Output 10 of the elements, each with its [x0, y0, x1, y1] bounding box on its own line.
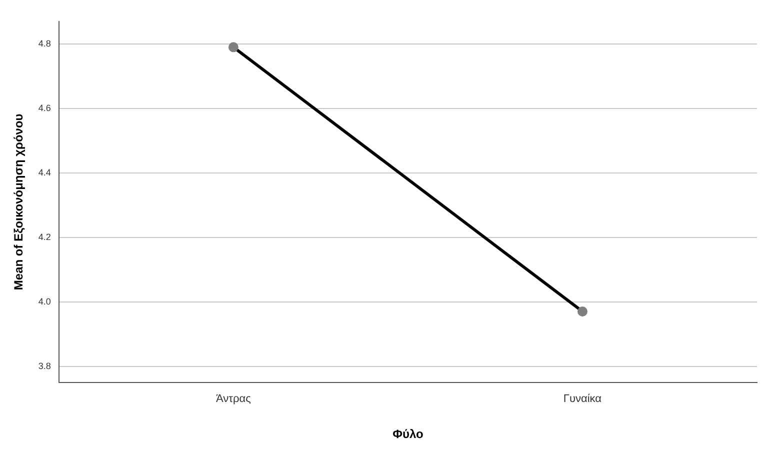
y-tick-label: 3.8 — [38, 360, 51, 371]
x-tick-label: Άντρας — [216, 393, 251, 406]
y-tick-label: 4.6 — [38, 102, 51, 113]
y-tick-label: 4.2 — [38, 232, 51, 242]
x-tick-label: Γυναίκα — [563, 393, 602, 406]
y-tick-label: 4.0 — [38, 296, 51, 306]
y-tick-label: 4.4 — [38, 167, 51, 178]
y-axis-title: Mean of Εξοικονόμηση χρόνου — [12, 114, 26, 290]
y-tick-label: 4.8 — [38, 38, 51, 48]
x-axis-title: Φύλο — [392, 427, 424, 442]
